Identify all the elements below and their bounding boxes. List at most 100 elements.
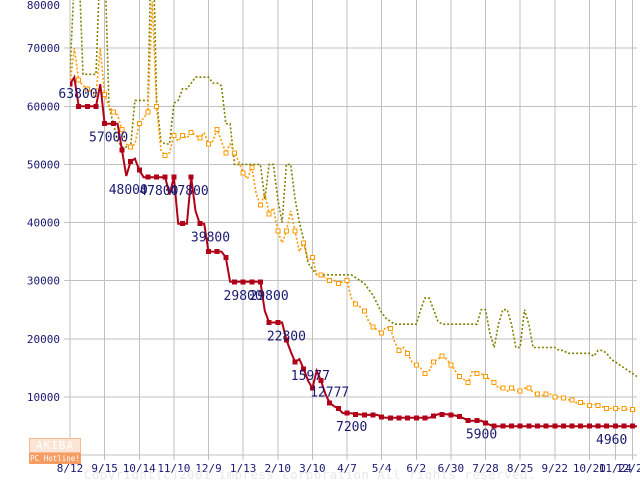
x-axis-tick-label: 11/24 bbox=[599, 462, 632, 475]
data-point-marker bbox=[327, 400, 333, 406]
data-value-label: 4960 bbox=[596, 433, 627, 448]
data-point-marker bbox=[500, 423, 506, 429]
data-point-marker bbox=[327, 278, 333, 284]
data-point-marker bbox=[301, 366, 307, 372]
data-point-marker bbox=[361, 308, 367, 314]
data-point-marker bbox=[76, 103, 82, 109]
data-point-marker bbox=[309, 254, 315, 260]
data-point-marker bbox=[275, 320, 281, 325]
x-axis-tick-label: 12/9 bbox=[195, 462, 222, 475]
data-point-marker bbox=[604, 423, 610, 429]
y-axis-tick-label: 40000 bbox=[27, 217, 60, 230]
data-point-marker bbox=[145, 109, 151, 115]
data-point-marker bbox=[335, 406, 341, 412]
x-axis-tick-label: 10/14 bbox=[123, 462, 156, 475]
x-axis-tick-label: 1/13 bbox=[230, 462, 257, 475]
y-axis-tick-label: 80000 bbox=[27, 0, 60, 12]
data-point-marker bbox=[206, 249, 211, 255]
data-value-label: 22800 bbox=[267, 329, 306, 344]
data-point-marker bbox=[206, 141, 211, 147]
data-point-marker bbox=[128, 144, 134, 150]
data-value-label: 63800 bbox=[58, 87, 97, 102]
data-point-marker bbox=[84, 103, 90, 109]
data-point-marker bbox=[439, 411, 445, 417]
data-point-marker bbox=[249, 164, 255, 170]
data-point-marker bbox=[335, 281, 341, 286]
x-axis-tick-label: 10/20 bbox=[573, 462, 606, 475]
data-point-marker bbox=[483, 374, 488, 379]
data-point-marker bbox=[353, 411, 359, 417]
data-point-marker bbox=[162, 174, 168, 180]
data-point-marker bbox=[396, 415, 402, 421]
series-lowest-price bbox=[70, 74, 637, 429]
data-point-marker bbox=[240, 279, 246, 285]
data-point-marker bbox=[162, 153, 168, 159]
data-point-marker bbox=[465, 418, 471, 424]
data-value-label: 29800 bbox=[224, 289, 263, 304]
data-point-marker bbox=[465, 379, 471, 385]
data-point-marker bbox=[301, 240, 307, 246]
data-point-marker bbox=[136, 121, 142, 127]
data-point-marker bbox=[249, 279, 255, 285]
data-point-marker bbox=[630, 423, 636, 429]
y-axis-tick-label: 10000 bbox=[27, 391, 60, 404]
data-value-label: 7200 bbox=[336, 420, 367, 435]
data-value-label: 39800 bbox=[191, 231, 230, 246]
data-point-marker bbox=[102, 92, 108, 98]
data-point-marker bbox=[448, 362, 454, 368]
data-point-marker bbox=[266, 320, 272, 325]
data-point-marker bbox=[266, 211, 272, 217]
data-point-marker bbox=[491, 379, 497, 385]
data-point-marker bbox=[552, 423, 558, 429]
data-point-marker bbox=[223, 254, 229, 260]
x-axis-tick-label: 4/7 bbox=[337, 462, 357, 475]
data-point-marker bbox=[543, 423, 549, 429]
data-point-marker bbox=[413, 362, 419, 368]
data-point-marker bbox=[180, 132, 185, 138]
data-point-marker bbox=[387, 415, 393, 421]
data-point-marker bbox=[232, 150, 237, 156]
data-point-marker bbox=[197, 221, 203, 227]
data-point-marker bbox=[621, 423, 627, 429]
data-point-marker bbox=[405, 350, 411, 356]
data-point-marker bbox=[431, 359, 437, 365]
data-point-marker bbox=[145, 174, 151, 180]
x-axis-tick-label: 9/22 bbox=[542, 462, 569, 475]
data-point-marker bbox=[292, 228, 298, 234]
x-axis-tick-label: 2/10 bbox=[265, 462, 292, 475]
data-point-marker bbox=[171, 132, 177, 138]
data-point-marker bbox=[560, 395, 566, 401]
data-point-marker bbox=[630, 407, 636, 413]
data-point-marker bbox=[413, 415, 419, 421]
data-point-marker bbox=[214, 127, 220, 132]
data-point-marker bbox=[543, 391, 549, 397]
y-axis-tick-label: 50000 bbox=[27, 158, 60, 171]
data-point-marker bbox=[370, 412, 376, 418]
y-axis-tick-label: 20000 bbox=[27, 333, 60, 346]
x-axis-tick-label: 8/25 bbox=[507, 462, 534, 475]
data-point-marker bbox=[318, 378, 324, 384]
x-axis-tick-label: 7/28 bbox=[472, 462, 499, 475]
data-point-marker bbox=[154, 174, 160, 180]
data-point-marker bbox=[595, 403, 601, 409]
akiba-logo-top: AKIBA bbox=[29, 438, 81, 453]
data-point-marker bbox=[309, 385, 315, 391]
data-point-marker bbox=[353, 301, 359, 307]
series-average-price bbox=[70, 1, 637, 413]
data-point-marker bbox=[569, 423, 575, 429]
x-axis-tick-label: 6/2 bbox=[406, 462, 426, 475]
data-point-marker bbox=[136, 167, 142, 173]
data-point-marker bbox=[223, 150, 229, 156]
data-point-marker bbox=[283, 228, 289, 234]
data-point-marker bbox=[457, 374, 462, 379]
data-point-marker bbox=[439, 353, 445, 359]
data-point-marker bbox=[154, 103, 160, 109]
x-axis-tick-label: 6/30 bbox=[438, 462, 465, 475]
data-point-marker bbox=[405, 415, 411, 421]
data-point-marker bbox=[292, 359, 298, 365]
data-point-marker bbox=[535, 391, 540, 397]
data-point-marker bbox=[180, 221, 185, 227]
data-value-label: 47800 bbox=[139, 184, 178, 199]
